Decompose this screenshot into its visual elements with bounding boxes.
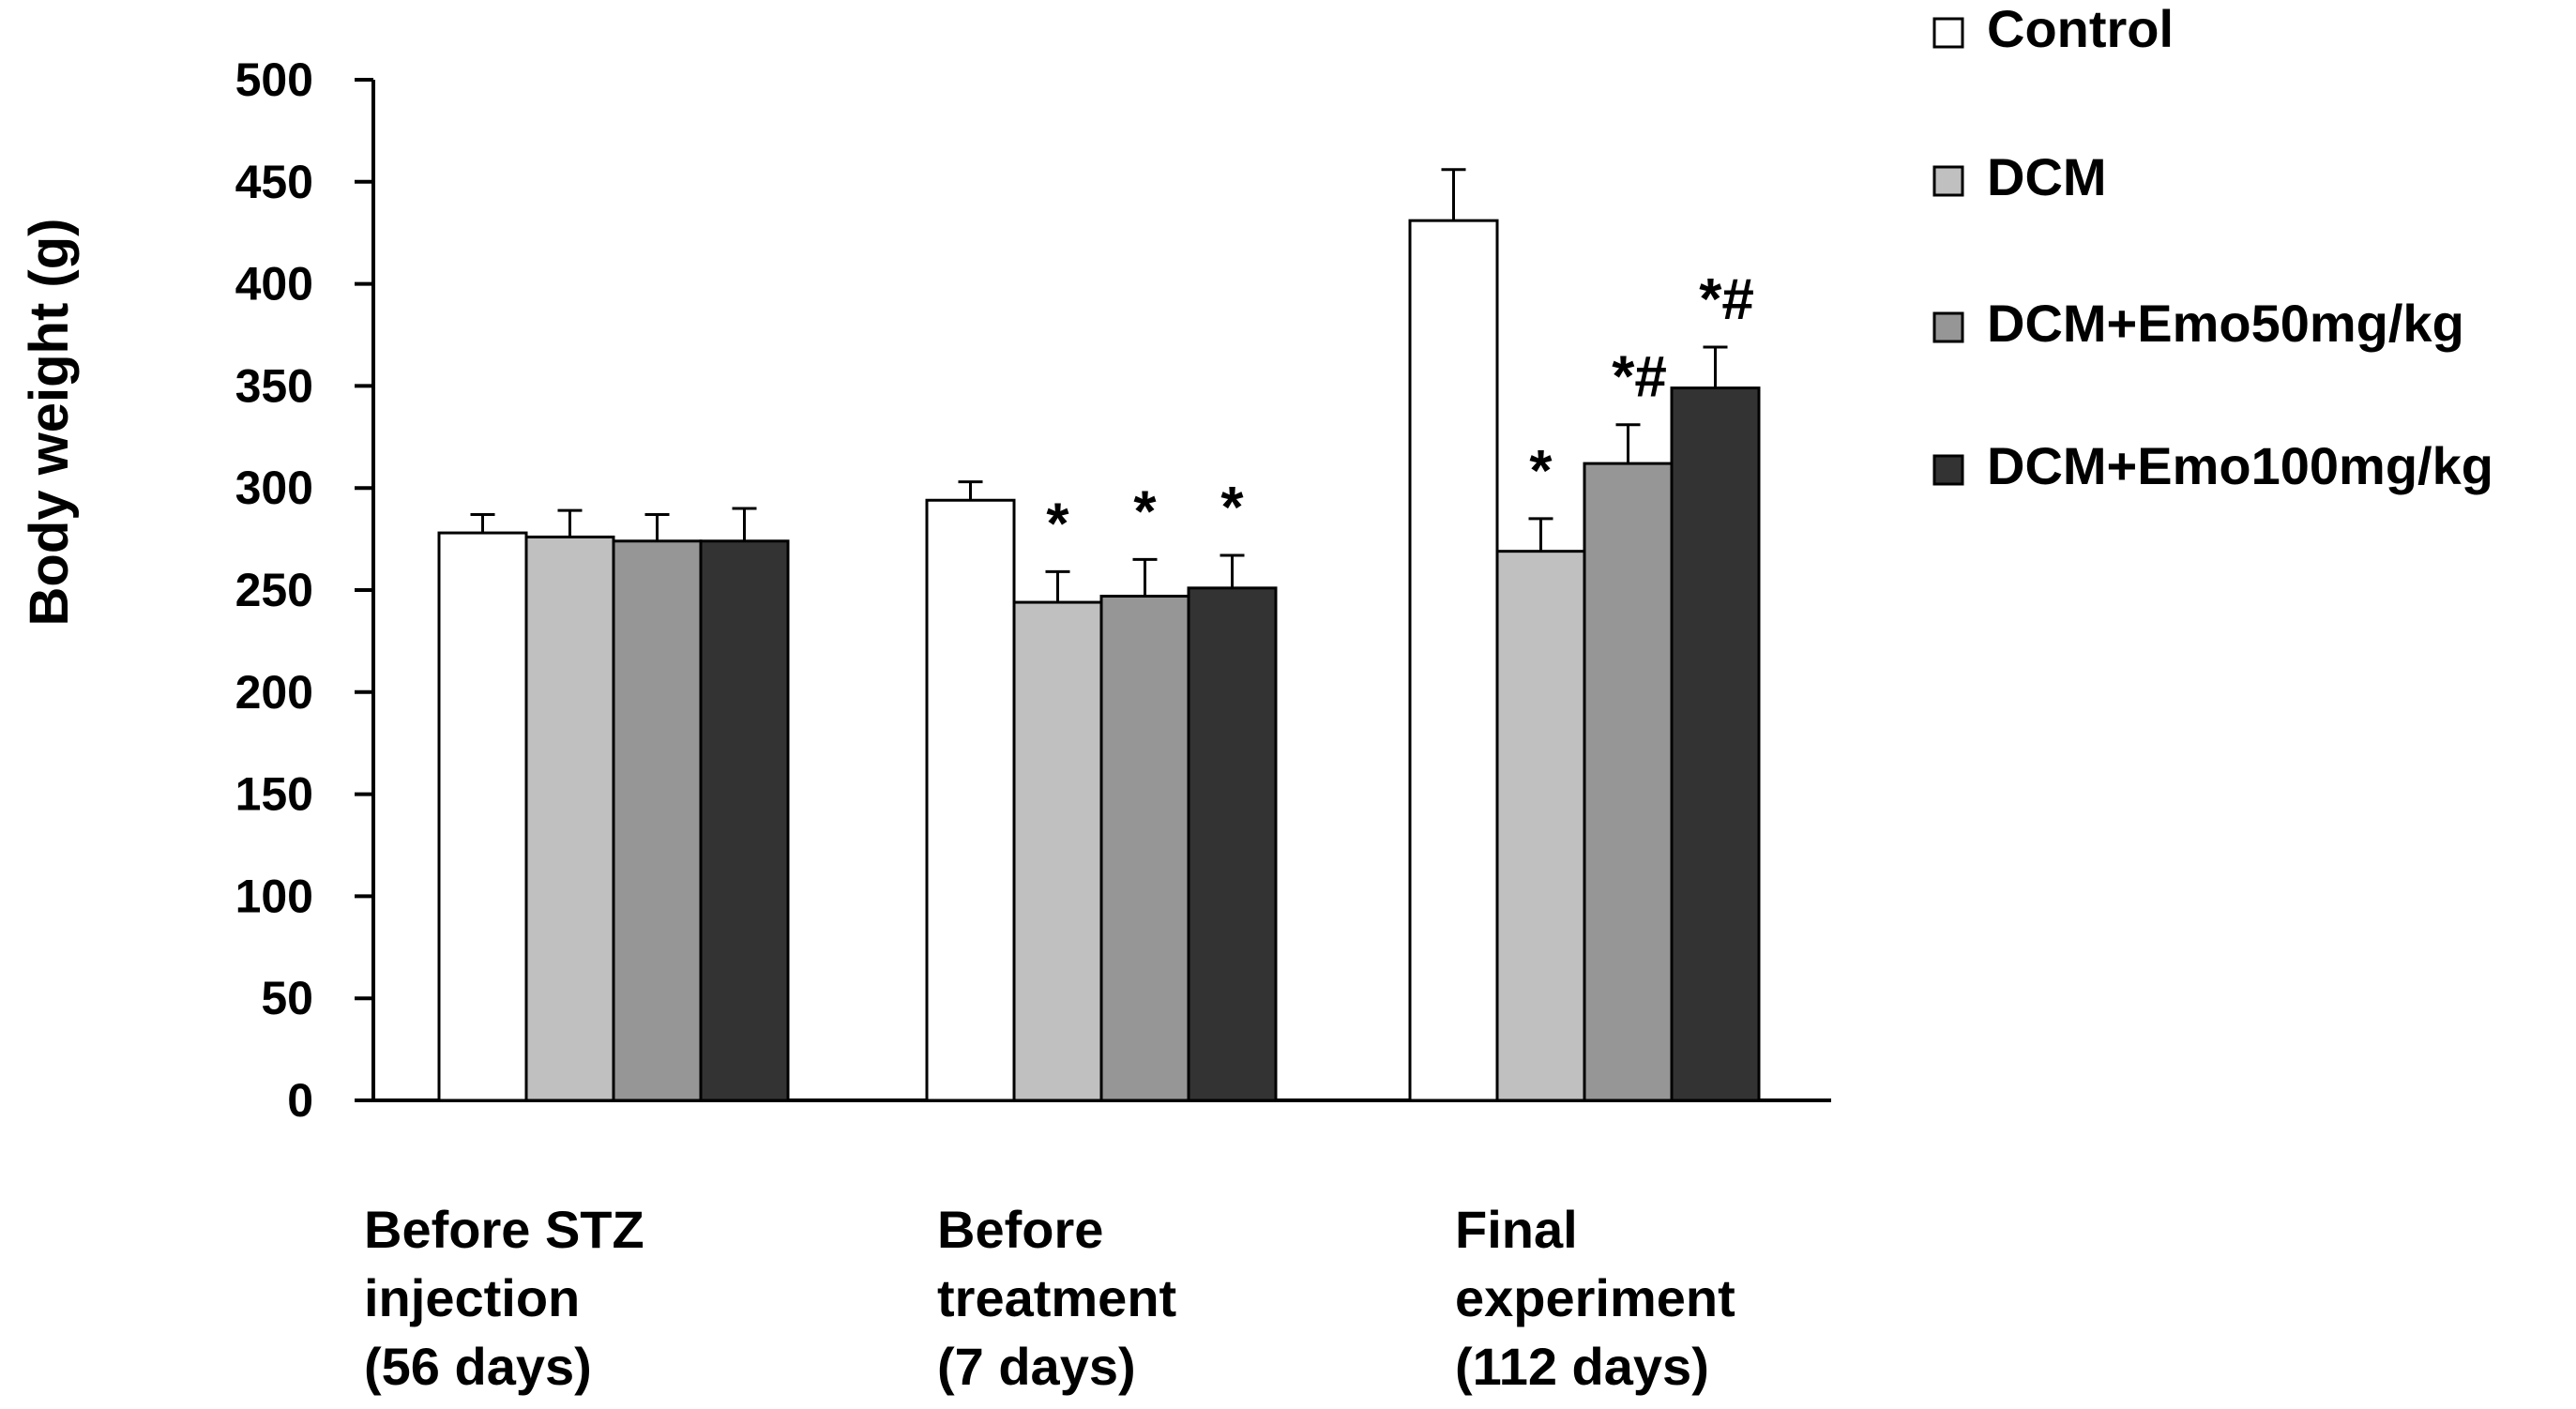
significance-mark: * (1046, 492, 1069, 556)
legend-swatch (1932, 454, 1964, 486)
y-tick-label: 350 (235, 359, 313, 412)
y-tick-label: 50 (261, 972, 313, 1024)
x-category-label: Final (1455, 1200, 1578, 1259)
y-tick-label: 450 (235, 156, 313, 208)
y-tick-label: 500 (235, 53, 313, 106)
x-category-label: (7 days) (937, 1337, 1136, 1396)
y-tick-label: 300 (235, 462, 313, 514)
y-tick-label: 100 (235, 870, 313, 922)
bar (524, 535, 615, 1102)
bar (1099, 595, 1190, 1102)
y-tick-label: 400 (235, 258, 313, 311)
x-category-label: experiment (1455, 1268, 1735, 1327)
legend-label: DCM+Emo50mg/kg (1987, 294, 2464, 353)
y-tick-label: 200 (235, 666, 313, 719)
bar (1012, 600, 1103, 1102)
bar (699, 539, 790, 1102)
bar (925, 498, 1016, 1102)
significance-mark: *# (1612, 345, 1667, 410)
legend-swatch (1932, 311, 1964, 343)
x-category-label: (56 days) (364, 1337, 592, 1396)
bar (612, 539, 703, 1102)
bar (1670, 386, 1761, 1102)
bar (1583, 462, 1674, 1102)
bar (437, 531, 528, 1102)
y-tick-label: 250 (235, 564, 313, 616)
legend-swatch (1932, 17, 1964, 49)
legend-label: Control (1987, 0, 2174, 58)
bar (1495, 550, 1586, 1102)
x-category-label: (112 days) (1455, 1337, 1709, 1396)
significance-mark: * (1133, 479, 1157, 544)
x-category-label: injection (364, 1268, 580, 1327)
bar (1187, 586, 1278, 1102)
legend-label: DCM+Emo100mg/kg (1987, 436, 2493, 495)
significance-mark: *# (1699, 267, 1754, 332)
legend-label: DCM (1987, 147, 2107, 206)
bar (1408, 219, 1499, 1102)
y-axis-label: Body weight (g) (19, 219, 80, 627)
legend-swatch (1932, 165, 1964, 197)
x-category-label: treatment (937, 1268, 1176, 1327)
y-tick-label: 150 (235, 768, 313, 821)
x-category-label: Before STZ (364, 1200, 644, 1259)
significance-mark: * (1220, 476, 1244, 540)
y-tick-label: 0 (287, 1074, 313, 1127)
x-category-label: Before (937, 1200, 1103, 1259)
significance-mark: * (1529, 439, 1553, 504)
